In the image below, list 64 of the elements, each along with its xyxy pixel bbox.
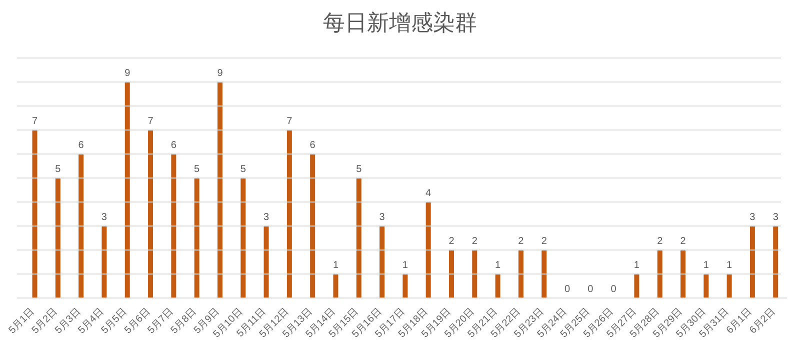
data-label: 1 [332,260,339,271]
bar [704,274,709,298]
data-label: 2 [472,236,478,247]
bar [310,154,316,298]
bar [448,250,454,298]
bar [472,250,478,298]
data-label: 5 [55,164,62,175]
bar [726,274,732,298]
data-label: 2 [657,236,664,247]
bar [380,226,385,298]
data-label: 6 [78,140,84,151]
bar [750,226,755,298]
bar [542,250,547,298]
data-label: 2 [680,236,686,247]
bar [78,154,84,298]
data-label: 3 [772,212,779,223]
bar [333,274,338,298]
data-label: 9 [217,68,224,79]
data-label: 1 [726,260,733,271]
data-label: 0 [564,284,570,295]
bar [402,274,408,298]
data-label: 9 [124,68,131,79]
data-label: 1 [402,260,408,271]
bar [102,226,107,298]
data-label: 5 [194,164,200,175]
data-label: 2 [518,236,524,247]
bar [634,274,640,298]
bar [495,274,500,298]
bar [286,130,292,298]
data-label: 7 [32,116,38,127]
bar [518,250,524,298]
data-label: 6 [170,140,177,151]
bar [426,202,431,298]
data-label: 3 [379,212,386,223]
bar [171,154,176,298]
data-label: 2 [541,236,548,247]
bar [124,82,130,298]
bar [240,178,246,298]
data-label: 4 [426,188,432,199]
bar [657,250,662,298]
data-label: 0 [588,284,594,295]
data-label: 3 [750,212,756,223]
bar [55,178,60,298]
data-label: 1 [634,260,640,271]
data-label: 6 [310,140,316,151]
bar [194,178,200,298]
data-label: 0 [610,284,617,295]
bar [217,82,222,298]
data-label: 3 [101,212,108,223]
data-label: 2 [448,236,455,247]
data-label: 5 [240,164,246,175]
bar [680,250,686,298]
bar [773,226,778,298]
data-label: 1 [703,260,710,271]
data-label: 5 [356,164,362,175]
bar [264,226,269,298]
bar [356,178,362,298]
bar [148,130,154,298]
data-label: 7 [286,116,293,127]
bar [32,130,38,298]
data-label: 1 [495,260,502,271]
chart-title: 每日新增感染群 [322,9,478,37]
data-label: 7 [148,116,154,127]
data-label: 3 [263,212,270,223]
